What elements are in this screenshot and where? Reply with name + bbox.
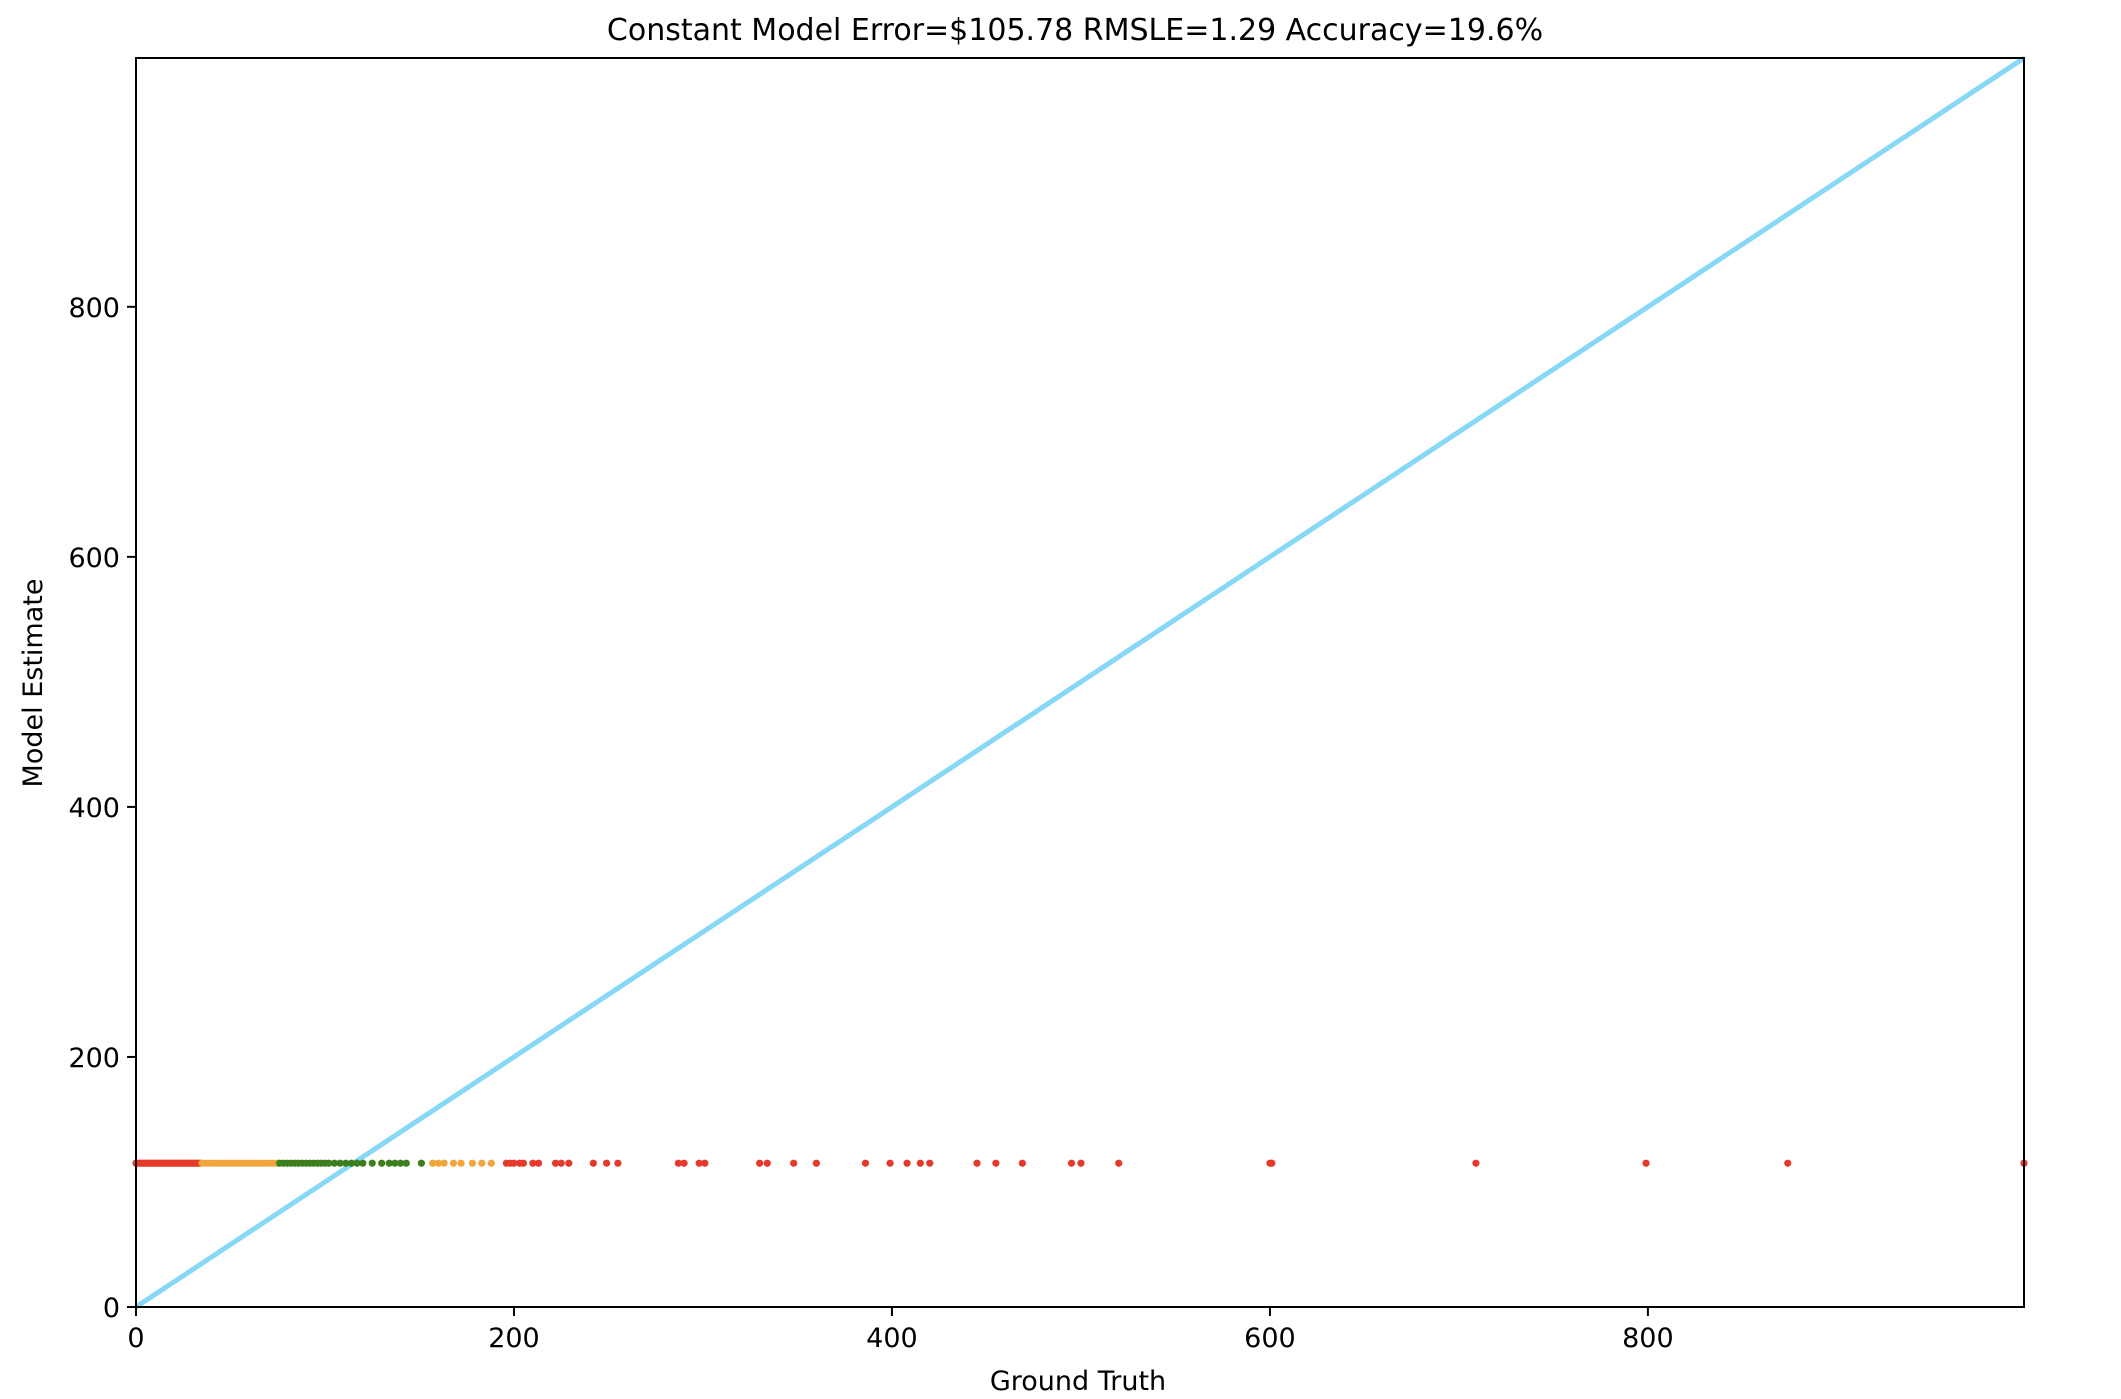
data-point (614, 1160, 621, 1167)
data-point (558, 1160, 565, 1167)
x-tick-label: 0 (127, 1323, 144, 1354)
data-point (378, 1160, 385, 1167)
y-tick-label: 600 (68, 543, 120, 574)
data-point (992, 1160, 999, 1167)
data-point (1642, 1160, 1649, 1167)
y-tick-label: 800 (68, 293, 120, 324)
data-point (369, 1160, 376, 1167)
data-point (590, 1160, 597, 1167)
x-axis-label: Ground Truth (990, 1366, 1166, 1397)
x-tick-label: 400 (866, 1323, 918, 1354)
data-point (457, 1160, 464, 1167)
data-point (790, 1160, 797, 1167)
data-point (1268, 1160, 1275, 1167)
data-point (1077, 1160, 1084, 1167)
data-point (450, 1160, 457, 1167)
x-tick-label: 600 (1244, 1323, 1296, 1354)
data-point (1068, 1160, 1075, 1167)
data-point (680, 1160, 687, 1167)
data-point (973, 1160, 980, 1167)
x-axis: 0 200 400 600 800 (127, 1307, 1673, 1354)
data-point (565, 1160, 572, 1167)
reference-line (136, 58, 2024, 1307)
data-point (917, 1160, 924, 1167)
plot-area (132, 58, 2027, 1307)
data-point (903, 1160, 910, 1167)
y-tick-label: 200 (68, 1043, 120, 1074)
data-point (488, 1160, 495, 1167)
data-point (418, 1160, 425, 1167)
data-point (440, 1160, 447, 1167)
data-point (520, 1160, 527, 1167)
y-axis: 0 200 400 600 800 (68, 293, 136, 1324)
data-point (359, 1160, 366, 1167)
data-point (469, 1160, 476, 1167)
x-tick-label: 800 (1622, 1323, 1674, 1354)
data-point (535, 1160, 542, 1167)
data-point (701, 1160, 708, 1167)
y-tick-label: 400 (68, 793, 120, 824)
data-point (1019, 1160, 1026, 1167)
series-red (132, 1160, 2027, 1167)
data-point (813, 1160, 820, 1167)
data-point (1472, 1160, 1479, 1167)
data-point (756, 1160, 763, 1167)
x-tick-label: 200 (488, 1323, 540, 1354)
data-point (886, 1160, 893, 1167)
data-point (764, 1160, 771, 1167)
data-point (926, 1160, 933, 1167)
y-tick-label: 0 (103, 1293, 120, 1324)
data-point (403, 1160, 410, 1167)
data-point (1115, 1160, 1122, 1167)
chart-title: Constant Model Error=$105.78 RMSLE=1.29 … (607, 13, 1543, 48)
y-axis-label: Model Estimate (18, 579, 49, 788)
data-point (478, 1160, 485, 1167)
data-point (862, 1160, 869, 1167)
series-green (276, 1160, 425, 1167)
data-point (603, 1160, 610, 1167)
data-point (1784, 1160, 1791, 1167)
